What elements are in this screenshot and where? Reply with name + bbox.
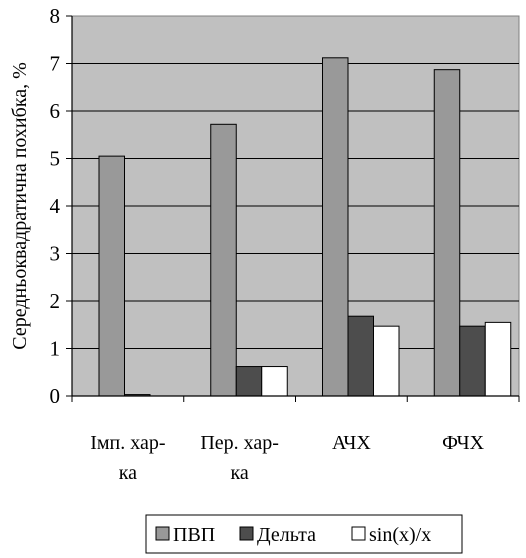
- legend-box: [145, 514, 463, 554]
- legend: ПВП Дельта sin(x)/x: [145, 514, 463, 554]
- y-tick-label: 7: [50, 52, 61, 76]
- bar-пвп-2: [322, 57, 349, 397]
- legend-swatch: [239, 526, 254, 541]
- legend-label: ПВП: [173, 524, 215, 546]
- y-tick-label: 2: [50, 289, 61, 313]
- x-category-label: АЧХ: [332, 432, 371, 454]
- bars: [98, 57, 512, 397]
- y-axis-title: Середньоквадратична похибка, %: [9, 62, 31, 350]
- legend-swatch: [155, 526, 170, 541]
- bar-sinxx-1: [261, 366, 288, 397]
- y-tick-label: 1: [50, 337, 61, 361]
- x-category-labels: Імп. хар-ка Пер. хар-ка АЧХ ФЧХ: [71, 396, 520, 484]
- y-tick-label: 8: [50, 4, 61, 28]
- y-tick-labels: 0 1 2 3 4 5 6 7 8: [50, 4, 72, 408]
- bar-sinxx-3: [484, 321, 512, 397]
- bar-пвп-1: [210, 123, 237, 397]
- y-tick-label: 3: [50, 242, 61, 266]
- legend-swatch: [351, 526, 366, 541]
- bar-пвп-0: [98, 155, 125, 397]
- x-category-label: Пер. хар-: [200, 432, 279, 454]
- x-category-label: ФЧХ: [442, 432, 485, 454]
- y-tick-label: 0: [50, 384, 61, 408]
- bar-дельта-2: [347, 315, 374, 397]
- bar-дельта-1: [235, 366, 263, 397]
- bar-дельта-3: [459, 325, 486, 397]
- legend-label: sin(x)/x: [369, 524, 431, 546]
- x-category-label: ка: [230, 462, 248, 484]
- bar-sinxx-2: [373, 325, 400, 397]
- y-tick-label: 6: [50, 99, 61, 123]
- bar-пвп-3: [433, 69, 461, 397]
- x-category-label: ка: [119, 462, 137, 484]
- legend-label: Дельта: [257, 524, 316, 546]
- y-tick-label: 4: [50, 194, 61, 218]
- y-tick-label: 5: [50, 147, 61, 171]
- x-category-label: Імп. хар-: [90, 432, 165, 454]
